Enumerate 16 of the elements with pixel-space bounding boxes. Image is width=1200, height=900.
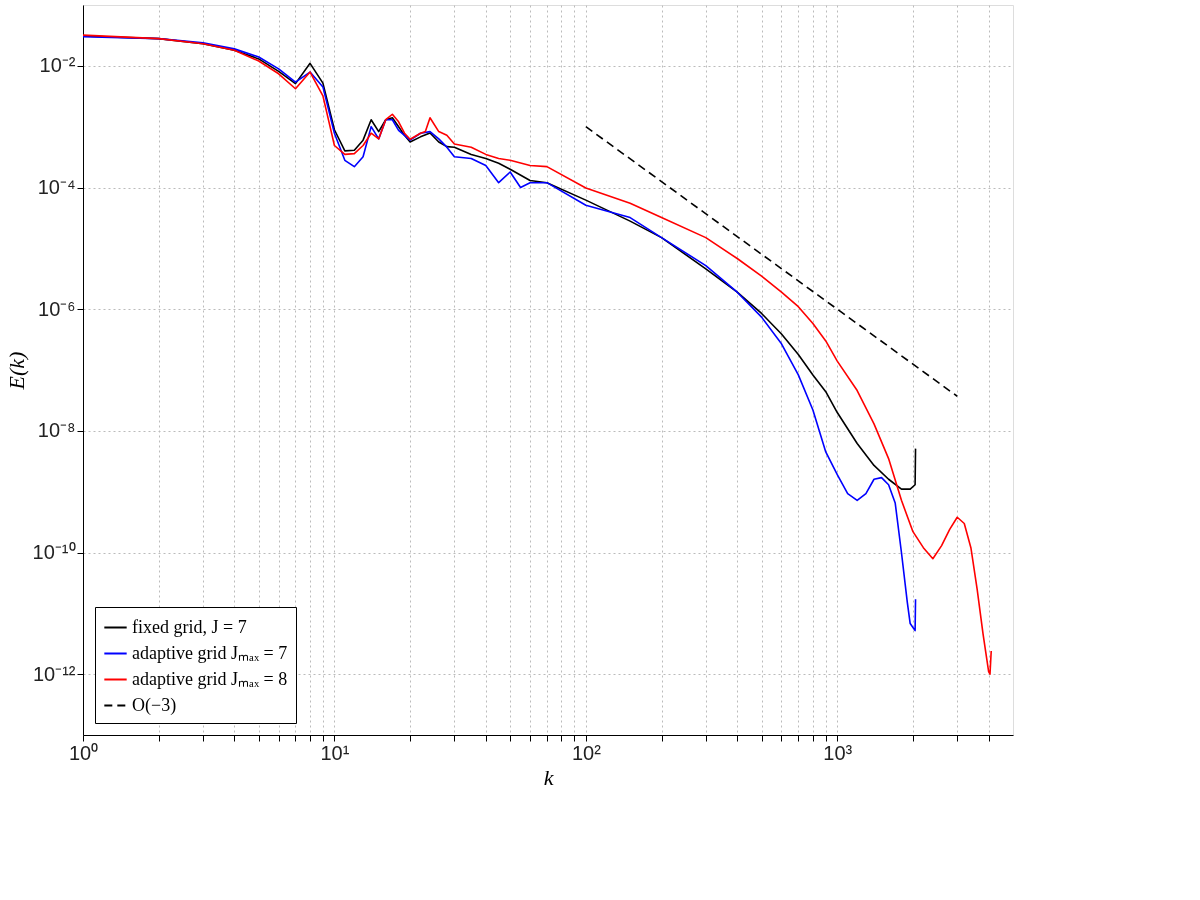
legend-label: O(−3) [132,694,177,716]
legend-label: adaptive grid Jₘₐₓ = 8 [132,668,288,689]
x-tick-label: 10¹ [320,741,350,764]
x-tick-label: 10² [571,741,602,764]
x-tick-label: 10³ [823,741,853,764]
y-axis-title: E(k) [3,351,29,391]
y-tick-label: 10⁻⁴ [37,176,76,198]
y-tick-label: 10⁻¹² [32,662,76,685]
x-tick-label: 10⁰ [68,741,99,764]
legend-label: fixed grid, J = 7 [132,616,247,637]
y-tick-label: 10⁻¹⁰ [32,541,76,563]
y-tick-label: 10⁻² [39,54,76,77]
legend-label: adaptive grid Jₘₐₓ = 7 [132,642,288,663]
x-axis-title: k [543,764,555,790]
y-tick-label: 10⁻⁶ [38,297,76,320]
y-tick-label: 10⁻⁸ [37,419,76,442]
